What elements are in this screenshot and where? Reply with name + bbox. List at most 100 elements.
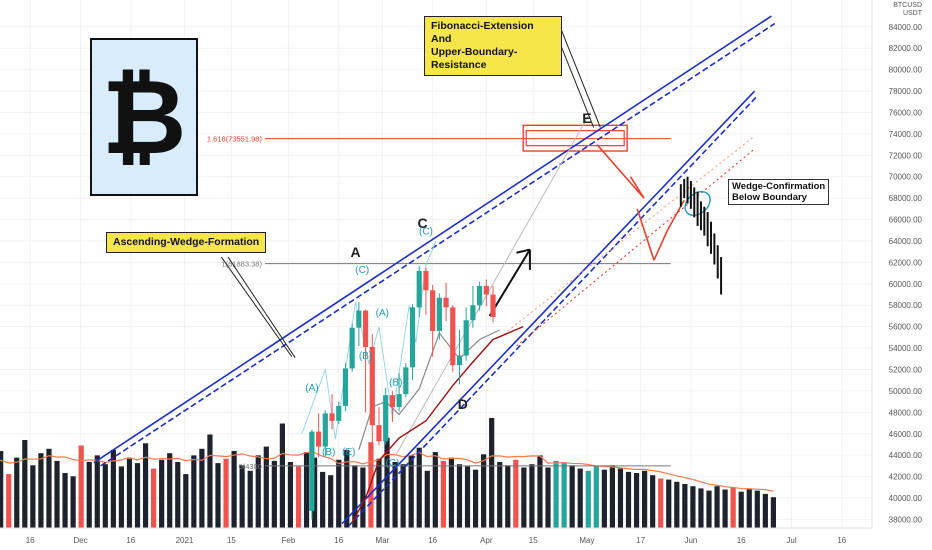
price-tick-label: 78000.00 — [889, 87, 923, 96]
volume-bar — [658, 478, 664, 528]
volume-bar — [183, 474, 189, 528]
volume-bar — [545, 467, 551, 528]
candle-body — [456, 355, 463, 366]
volume-bar — [561, 463, 567, 528]
projection-dotted-2 — [516, 148, 755, 347]
candle-body — [416, 270, 422, 308]
candle-body — [430, 290, 436, 331]
time-axis[interactable]: 16 Dec 16 2021 15 Feb 16 Mar 16 Apr 15 May 17 Jun 16 Ju… — [0, 527, 932, 550]
wave-label: (C) — [419, 227, 433, 238]
volume-bar — [730, 487, 736, 528]
volume-bar — [666, 479, 672, 528]
volume-bar — [14, 457, 20, 528]
volume-bar — [682, 484, 688, 528]
volume-bar — [577, 468, 583, 528]
time-tick-label: 2021 — [176, 536, 194, 545]
volume-bar — [368, 442, 374, 528]
volume-bar — [650, 475, 656, 528]
wedge-callout-pointer-2 — [227, 256, 296, 358]
volume-bar — [295, 466, 302, 528]
volume-bar — [30, 465, 36, 528]
candle-body — [396, 394, 402, 407]
wedge-lower-line — [341, 90, 756, 525]
time-tick-label: 16 — [837, 536, 846, 545]
price-tick-label: 48000.00 — [889, 408, 923, 417]
fib-label: 0(4300 — [239, 462, 262, 471]
volume-bar — [585, 470, 591, 528]
wedge-callout-pointer — [220, 256, 293, 357]
volume-bar — [134, 463, 141, 528]
price-tick-label: 46000.00 — [889, 430, 923, 439]
price-tick-label: 70000.00 — [889, 173, 923, 182]
volume-bar — [175, 462, 181, 528]
time-tick-label: Jul — [786, 536, 796, 545]
time-tick-label: 16 — [428, 536, 437, 545]
candle-body — [322, 413, 328, 447]
time-tick-label: 16 — [26, 536, 35, 545]
axis-currency: BTCUSD USDT — [893, 2, 922, 17]
price-tick-label: 74000.00 — [889, 130, 923, 139]
volume-bar — [481, 454, 487, 528]
candle-body — [463, 320, 469, 356]
volume-bar — [191, 455, 197, 528]
trendlines — [93, 15, 776, 527]
price-tick-label: 56000.00 — [889, 323, 923, 332]
volume-bar — [360, 467, 366, 528]
volume-bar — [376, 458, 382, 528]
volume-bar — [352, 465, 358, 528]
volume-bar — [738, 491, 744, 528]
volume-bar — [46, 448, 52, 528]
volume-bar — [706, 490, 712, 528]
volume-bar — [255, 455, 261, 528]
black-arrow-head — [516, 248, 531, 254]
volume-bar — [223, 458, 229, 528]
projection — [679, 176, 723, 295]
volume-bar — [746, 488, 752, 528]
wave-labels: A C D E (A) (B) (C) (A) (B) (B) (C) (C) (E) — [305, 110, 591, 469]
volume-bars — [0, 418, 776, 528]
wave-label: (A) — [376, 308, 389, 319]
fib-label: 1(61883.38) — [222, 260, 263, 269]
volume-bar — [617, 468, 624, 528]
volume-bar — [70, 476, 76, 528]
candle-body — [477, 285, 483, 306]
fib-label: 1.618(73551.98) — [207, 135, 263, 144]
volume-bar — [199, 448, 205, 528]
price-axis[interactable]: 38000.00 40000.00 42000.00 44000.00 46000.00… — [871, 0, 932, 550]
volume-bar — [126, 458, 133, 528]
volume-bar — [247, 470, 253, 528]
candle-body — [443, 297, 449, 308]
fib-extension-callout: Fibonacci-Extension And Upper-Boundary-R… — [424, 16, 562, 76]
candles — [309, 265, 496, 520]
wave-label: A — [350, 244, 360, 260]
wave-label: (E) — [342, 447, 355, 458]
volume-bar — [440, 460, 446, 528]
volume-bar — [698, 488, 704, 528]
time-tick-label: Apr — [480, 536, 493, 545]
candle-body — [316, 431, 322, 447]
candle-body — [356, 310, 362, 328]
wedge-confirmation-note: Wedge-Confirmation Below Boundary — [728, 179, 830, 205]
candle-body — [349, 327, 355, 369]
time-tick-label: 15 — [227, 536, 236, 545]
price-tick-label: 82000.00 — [889, 44, 923, 53]
volume-bar — [448, 457, 455, 528]
fib-levels — [264, 124, 671, 467]
candle-body — [336, 405, 342, 421]
volume-bar — [513, 459, 519, 528]
wave-label: (B) — [322, 447, 335, 458]
volume-bar — [569, 465, 575, 528]
candle-body — [329, 413, 335, 421]
candle-body — [436, 297, 442, 331]
volume-bar — [239, 465, 245, 528]
time-tick-label: Mar — [375, 536, 389, 545]
red-zigzag-3 — [636, 208, 655, 261]
volume-bar — [400, 464, 406, 528]
wave-label: C — [418, 215, 428, 231]
volume-bar — [537, 455, 543, 528]
price-tick-label: 68000.00 — [889, 194, 923, 203]
time-tick-label: Jun — [684, 536, 697, 545]
wave-label: E — [582, 110, 591, 126]
volume-bar — [336, 459, 342, 528]
